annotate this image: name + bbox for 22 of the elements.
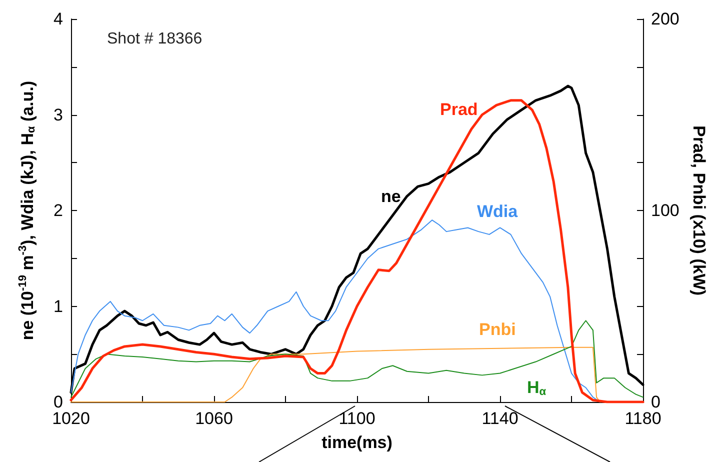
y2-tick-label: 200 xyxy=(651,10,680,28)
y-tick-label: 1 xyxy=(54,296,63,316)
y-tick-label: 3 xyxy=(54,105,63,124)
series-label: Prad xyxy=(440,100,478,119)
y2-tick-label: 100 xyxy=(651,201,680,220)
y-axis-title: ne (10-19 m-3), Wdia (kJ), Hα (a.u.) xyxy=(17,80,38,340)
x-axis-title: time(ms) xyxy=(322,433,392,452)
x-tick-label: 1180 xyxy=(624,409,662,428)
y2-axis-title: Prad, Pnbi (x10) (kW) xyxy=(689,125,708,296)
x-tick-label: 1100 xyxy=(338,409,376,428)
y-tick-label: 2 xyxy=(54,201,63,220)
x-tick-label: 1020 xyxy=(52,409,90,428)
line-series xyxy=(70,320,644,398)
y2-tick-label: 0 xyxy=(651,392,660,412)
series-label: Wdia xyxy=(477,202,518,221)
series-label: Pnbi xyxy=(479,320,516,339)
series-label: ne xyxy=(381,187,401,206)
y-tick-label: 4 xyxy=(54,10,63,28)
y-tick-label: 0 xyxy=(54,392,63,412)
x-tick-label: 1060 xyxy=(195,409,233,428)
annotation: Shot # 18366 xyxy=(107,30,202,48)
x-tick-label: 1140 xyxy=(482,409,518,428)
